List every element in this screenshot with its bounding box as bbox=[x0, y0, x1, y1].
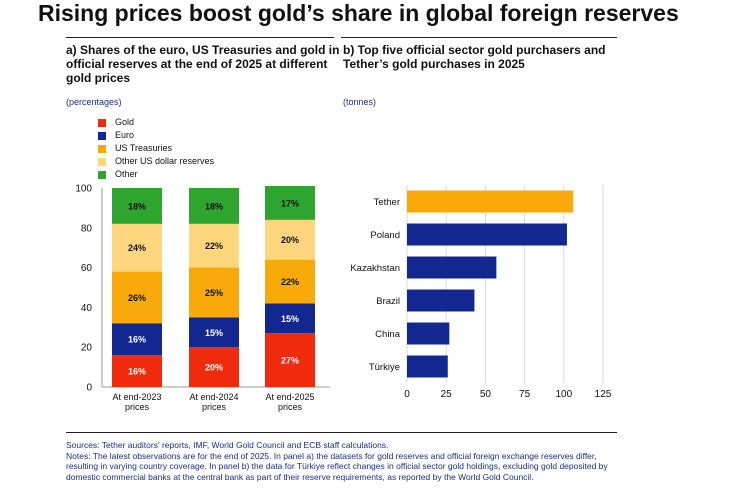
category-label: Poland bbox=[370, 230, 400, 241]
y-tick-label: 60 bbox=[81, 263, 93, 274]
notes-block: Sources: Tether auditors' reports, IMF, … bbox=[66, 440, 626, 482]
y-tick-label: 100 bbox=[75, 184, 92, 195]
y-tick-label: 0 bbox=[86, 383, 92, 394]
bar-segment bbox=[112, 223, 162, 272]
bar-segment bbox=[189, 347, 239, 387]
bar-segment bbox=[112, 188, 162, 224]
legend-swatch bbox=[98, 144, 106, 153]
data-label: 15% bbox=[205, 328, 223, 338]
x-tick-label: At end-2024 bbox=[189, 392, 238, 402]
data-label: 26% bbox=[128, 293, 146, 303]
y-tick-label: 20 bbox=[81, 343, 93, 354]
page-title: Rising prices boost gold’s share in glob… bbox=[38, 0, 679, 26]
bar-segment bbox=[189, 188, 239, 224]
y-tick-label: 80 bbox=[81, 223, 93, 234]
bar bbox=[407, 322, 450, 345]
notes-text: Notes: The latest observations are for t… bbox=[66, 450, 608, 482]
x-tick-label: 125 bbox=[595, 389, 612, 400]
category-label: Türkiye bbox=[369, 362, 400, 373]
data-label: 24% bbox=[128, 243, 146, 253]
panel-a-title: a) Shares of the euro, US Treasuries and… bbox=[66, 43, 340, 85]
panel-b-title: b) Top five official sector gold purchas… bbox=[343, 43, 606, 71]
panel-a-unit: (percentages) bbox=[66, 97, 122, 107]
bar bbox=[407, 355, 448, 378]
x-tick-label: 100 bbox=[555, 389, 572, 400]
x-tick-label: 75 bbox=[519, 389, 531, 400]
legend-label: Other bbox=[115, 169, 138, 179]
y-tick-label: 40 bbox=[81, 303, 93, 314]
legend-swatch bbox=[98, 118, 106, 127]
data-label: 16% bbox=[128, 367, 146, 377]
category-label: Kazakhstan bbox=[350, 263, 400, 274]
data-label: 17% bbox=[281, 198, 299, 208]
data-label: 15% bbox=[281, 314, 299, 324]
category-label: Brazil bbox=[376, 296, 400, 307]
x-tick-label: prices bbox=[125, 402, 150, 412]
sources-text: Sources: Tether auditors' reports, IMF, … bbox=[66, 440, 389, 450]
x-tick-label: 50 bbox=[480, 389, 492, 400]
data-label: 27% bbox=[281, 356, 299, 366]
data-label: 18% bbox=[205, 201, 223, 211]
x-tick-label: 25 bbox=[441, 389, 453, 400]
legend-label: Gold bbox=[115, 117, 135, 127]
panel-b-top-rule bbox=[341, 37, 617, 38]
legend-item-other: Other bbox=[98, 168, 214, 181]
bar-segment bbox=[265, 303, 315, 334]
bar-segment bbox=[265, 333, 315, 387]
data-label: 18% bbox=[128, 201, 146, 211]
data-label: 20% bbox=[205, 363, 223, 373]
bar-segment bbox=[112, 355, 162, 387]
x-tick-label: prices bbox=[278, 402, 303, 412]
legend-label: US Treasuries bbox=[115, 143, 173, 153]
category-label: China bbox=[375, 329, 401, 340]
bar-segment bbox=[265, 259, 315, 304]
bar-segment bbox=[189, 267, 239, 318]
x-tick-label: At end-2025 bbox=[265, 392, 314, 402]
bar bbox=[407, 223, 567, 246]
legend-item-other-us-dollar: Other US dollar reserves bbox=[98, 155, 214, 168]
bar-segment bbox=[189, 317, 239, 348]
legend-item-us-treasuries: US Treasuries bbox=[98, 142, 214, 155]
bar bbox=[407, 256, 497, 279]
legend: Gold Euro US Treasuries Other US dollar … bbox=[98, 116, 214, 181]
data-label: 20% bbox=[281, 235, 299, 245]
data-label: 22% bbox=[205, 241, 223, 251]
legend-item-euro: Euro bbox=[98, 129, 214, 142]
legend-swatch bbox=[98, 131, 106, 140]
legend-swatch bbox=[98, 157, 106, 166]
bar-segment bbox=[265, 186, 315, 220]
x-tick-label: 0 bbox=[404, 389, 410, 400]
data-label: 16% bbox=[128, 335, 146, 345]
legend-item-gold: Gold bbox=[98, 116, 214, 129]
horizontal-bar-chart: 0 25 50 75 100 125 Tether Poland Kazakhstan Brazi… bbox=[350, 185, 612, 400]
bar bbox=[407, 289, 475, 312]
x-tick-label: At end-2023 bbox=[112, 392, 161, 402]
data-label: 22% bbox=[281, 277, 299, 287]
panel-a-top-rule bbox=[66, 37, 334, 38]
x-tick-label: prices bbox=[202, 402, 227, 412]
bar bbox=[407, 190, 574, 213]
bar-segment bbox=[112, 323, 162, 356]
category-label: Tether bbox=[374, 197, 400, 208]
bar-segment bbox=[112, 271, 162, 324]
panel-b-unit: (tonnes) bbox=[343, 97, 377, 107]
bar-segment bbox=[265, 219, 315, 260]
notes-top-rule bbox=[66, 432, 617, 433]
legend-swatch bbox=[98, 170, 106, 179]
data-label: 25% bbox=[205, 288, 223, 298]
legend-label: Other US dollar reserves bbox=[115, 156, 215, 166]
bar-segment bbox=[189, 223, 239, 268]
legend-label: Euro bbox=[115, 130, 135, 140]
